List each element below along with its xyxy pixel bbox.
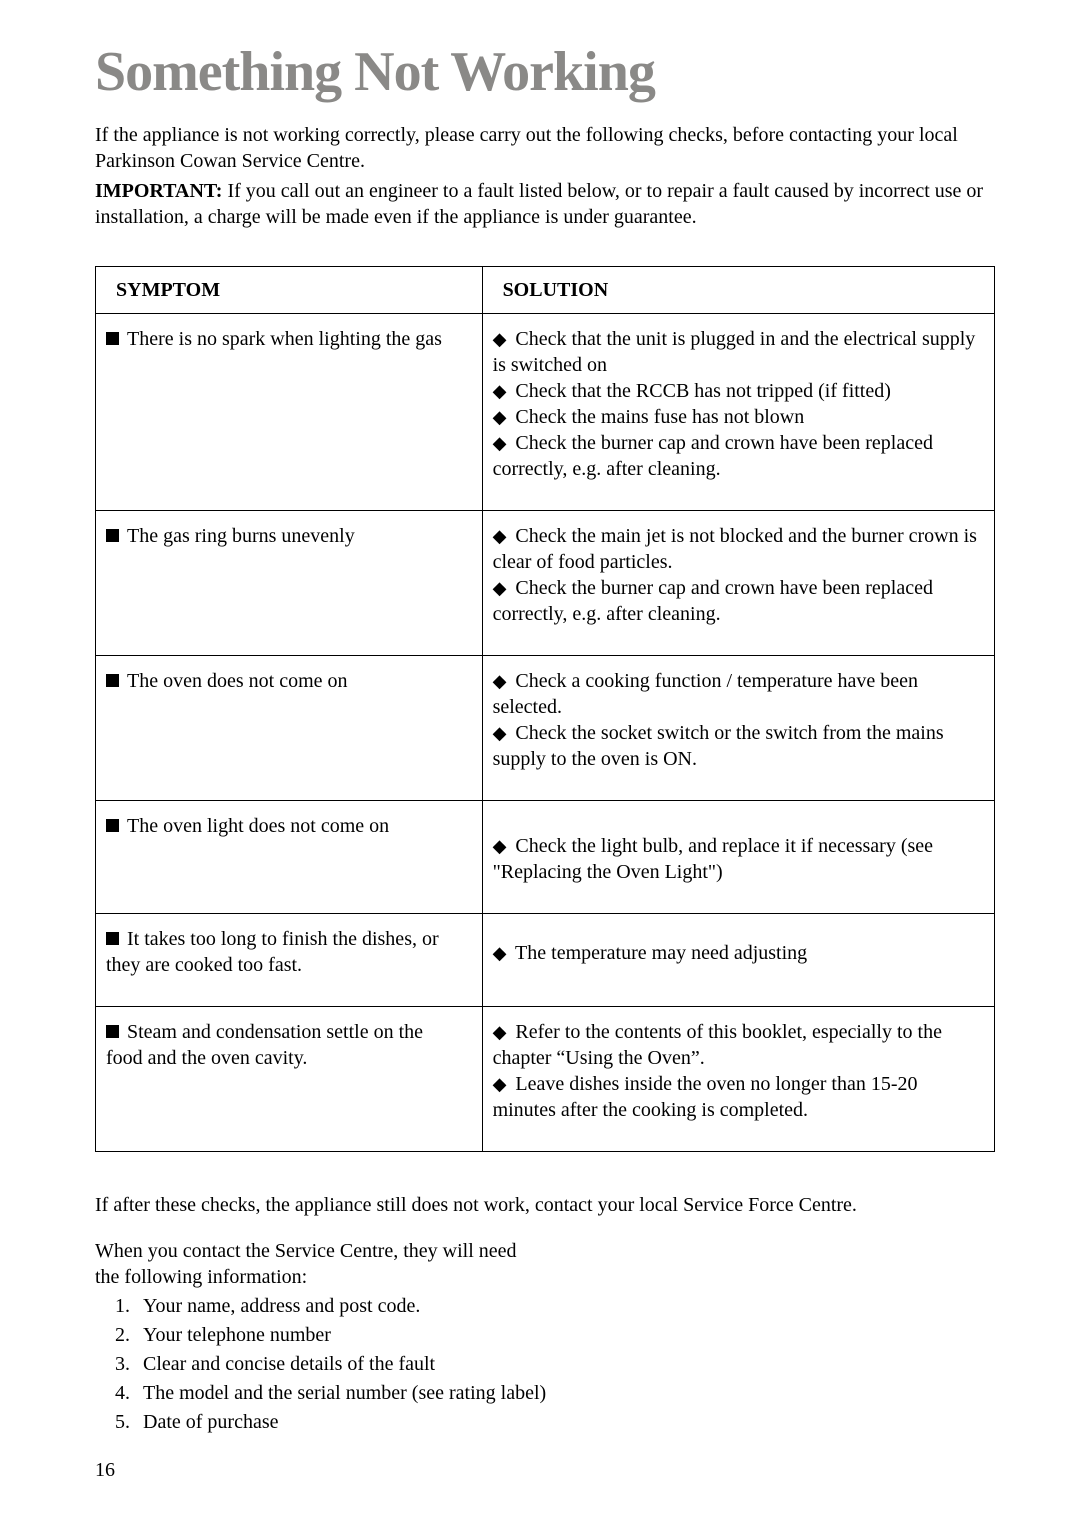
solution-cell: ◆ Refer to the contents of this booklet,… [482,1007,994,1152]
list-text: Date of purchase [143,1411,279,1433]
solution-text: Check the burner cap and crown have been… [493,577,933,625]
solution-line: ◆ Check the burner cap and crown have be… [493,575,984,627]
important-label: IMPORTANT: [95,180,222,202]
solution-line: ◆ Check a cooking function / temperature… [493,668,984,720]
square-bullet-icon [106,1025,119,1038]
after-checks-text: If after these checks, the appliance sti… [95,1192,995,1218]
table-row: There is no spark when lighting the gas ◆… [96,314,995,511]
solution-line: ◆ Check the mains fuse has not blown [493,404,984,430]
solution-text: Check the burner cap and crown have been… [493,432,933,480]
symptom-text: The gas ring burns unevenly [127,525,355,547]
square-bullet-icon [106,332,119,345]
col-header-solution: SOLUTION [482,267,994,314]
list-text: The model and the serial number (see rat… [143,1382,546,1404]
intro-text: If the appliance is not working correctl… [95,122,995,174]
list-text: Your name, address and post code. [143,1295,420,1317]
list-number: 1. [115,1292,143,1321]
table-row: The gas ring burns unevenly ◆ Check the m… [96,511,995,656]
info-list: 1.Your name, address and post code.2.You… [95,1292,995,1437]
list-number: 5. [115,1408,143,1437]
list-item: 4.The model and the serial number (see r… [115,1379,995,1408]
list-item: 5.Date of purchase [115,1408,995,1437]
solution-text: The temperature may need adjusting [510,942,807,964]
symptom-cell: There is no spark when lighting the gas [96,314,483,511]
solution-text: Check that the unit is plugged in and th… [493,328,976,376]
symptom-cell: The oven light does not come on [96,801,483,914]
important-note: IMPORTANT: If you call out an engineer t… [95,178,995,230]
page-title: Something Not Working [95,40,995,104]
troubleshooting-table: SYMPTOM SOLUTION There is no spark when … [95,266,995,1152]
table-row: Steam and condensation settle on the foo… [96,1007,995,1152]
solution-cell: ◆ Check a cooking function / temperature… [482,656,994,801]
diamond-bullet-icon: ◆ [493,942,507,965]
solution-text: Leave dishes inside the oven no longer t… [493,1073,918,1121]
square-bullet-icon [106,819,119,832]
list-item: 1.Your name, address and post code. [115,1292,995,1321]
list-number: 2. [115,1321,143,1350]
list-item: 3.Clear and concise details of the fault [115,1350,995,1379]
solution-text: Check the main jet is not blocked and th… [493,525,977,573]
symptom-text: Steam and condensation settle on the foo… [106,1021,423,1069]
solution-cell: ◆ Check that the unit is plugged in and … [482,314,994,511]
solution-line: ◆ Refer to the contents of this booklet,… [493,1019,984,1071]
solution-line: ◆ Leave dishes inside the oven no longer… [493,1071,984,1123]
diamond-bullet-icon: ◆ [493,328,507,351]
list-text: Your telephone number [143,1324,331,1346]
diamond-bullet-icon: ◆ [493,670,507,693]
list-number: 4. [115,1379,143,1408]
solution-line: ◆ Check the main jet is not blocked and … [493,523,984,575]
diamond-bullet-icon: ◆ [493,432,507,455]
symptom-text: The oven light does not come on [127,815,389,837]
solution-text: Check a cooking function / temperature h… [493,670,918,718]
important-text: If you call out an engineer to a fault l… [95,180,983,228]
solution-line: ◆ Check the burner cap and crown have be… [493,430,984,482]
diamond-bullet-icon: ◆ [493,722,507,745]
symptom-cell: The gas ring burns unevenly [96,511,483,656]
solution-cell: ◆ The temperature may need adjusting [482,914,994,1007]
square-bullet-icon [106,529,119,542]
solution-line: ◆ Check the socket switch or the switch … [493,720,984,772]
page-number: 16 [95,1459,115,1482]
square-bullet-icon [106,674,119,687]
diamond-bullet-icon: ◆ [493,380,507,403]
solution-text: Check the light bulb, and replace it if … [493,835,933,883]
solution-line: ◆ The temperature may need adjusting [493,940,984,966]
symptom-text: The oven does not come on [127,670,348,692]
solution-cell: ◆ Check the main jet is not blocked and … [482,511,994,656]
contact-lead-text: When you contact the Service Centre, the… [95,1238,525,1290]
solution-text: Check that the RCCB has not tripped (if … [510,380,891,402]
table-row: The oven does not come on ◆ Check a cooki… [96,656,995,801]
list-text: Clear and concise details of the fault [143,1353,435,1375]
diamond-bullet-icon: ◆ [493,525,507,548]
diamond-bullet-icon: ◆ [493,1073,507,1096]
diamond-bullet-icon: ◆ [493,577,507,600]
col-header-symptom: SYMPTOM [96,267,483,314]
solution-text: Refer to the contents of this booklet, e… [493,1021,942,1069]
table-row: It takes too long to finish the dishes, … [96,914,995,1007]
diamond-bullet-icon: ◆ [493,406,507,429]
list-number: 3. [115,1350,143,1379]
diamond-bullet-icon: ◆ [493,1021,507,1044]
table-body: There is no spark when lighting the gas ◆… [96,314,995,1152]
solution-line: ◆ Check that the RCCB has not tripped (i… [493,378,984,404]
solution-text: Check the mains fuse has not blown [510,406,804,428]
symptom-cell: The oven does not come on [96,656,483,801]
symptom-text: It takes too long to finish the dishes, … [106,928,439,976]
square-bullet-icon [106,932,119,945]
symptom-cell: It takes too long to finish the dishes, … [96,914,483,1007]
diamond-bullet-icon: ◆ [493,835,507,858]
symptom-text: There is no spark when lighting the gas [127,328,442,350]
solution-text: Check the socket switch or the switch fr… [493,722,944,770]
table-row: The oven light does not come on ◆ Check t… [96,801,995,914]
solution-line: ◆ Check that the unit is plugged in and … [493,326,984,378]
solution-cell: ◆ Check the light bulb, and replace it i… [482,801,994,914]
symptom-cell: Steam and condensation settle on the foo… [96,1007,483,1152]
list-item: 2.Your telephone number [115,1321,995,1350]
solution-line: ◆ Check the light bulb, and replace it i… [493,833,984,885]
